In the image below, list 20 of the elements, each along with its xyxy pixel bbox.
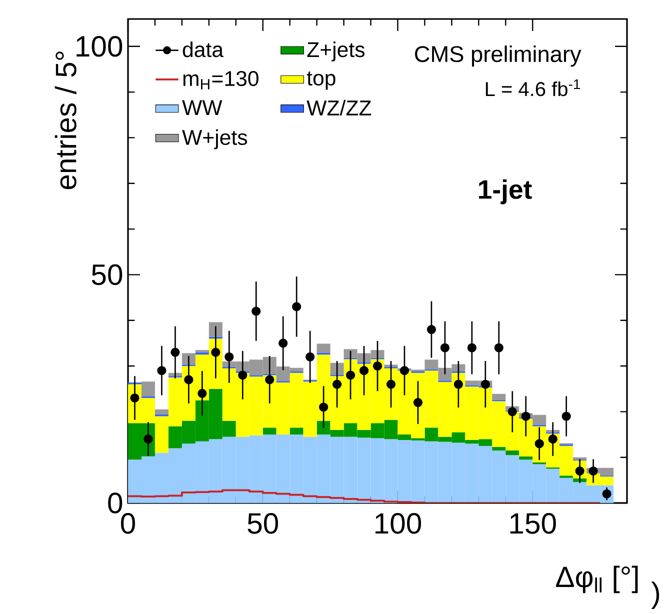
y-axis-title: entries / 5° bbox=[54, 52, 76, 190]
x-tick-label: 100 bbox=[376, 513, 422, 534]
y-tick-label: 100 bbox=[76, 36, 122, 57]
x-axis-title: Δφ$_{ll}$ [°] bbox=[556, 566, 638, 594]
y-tick-label: 50 bbox=[92, 264, 122, 286]
legend-label: Z+jets bbox=[307, 42, 364, 62]
legend-label: WZ/ZZ bbox=[306, 100, 372, 116]
legend-label: W+jets bbox=[182, 129, 248, 150]
y-tick-label: 0 bbox=[108, 492, 122, 514]
legend-label: data bbox=[182, 42, 224, 58]
x-tick-label: 150 bbox=[510, 513, 556, 534]
legend-label: WW bbox=[182, 100, 222, 115]
text: ) bbox=[651, 582, 660, 609]
legend-label: m$_{H}$=130 bbox=[183, 71, 258, 90]
annotation: 1-jet bbox=[479, 179, 532, 204]
annotation: CMS preliminary bbox=[415, 45, 582, 67]
x-tick-label: 0 bbox=[120, 513, 136, 534]
legend-label: top bbox=[306, 72, 336, 90]
x-tick-label: 50 bbox=[248, 513, 278, 534]
annotation: L = 4.6 fb$^{-1}$ bbox=[486, 79, 580, 96]
